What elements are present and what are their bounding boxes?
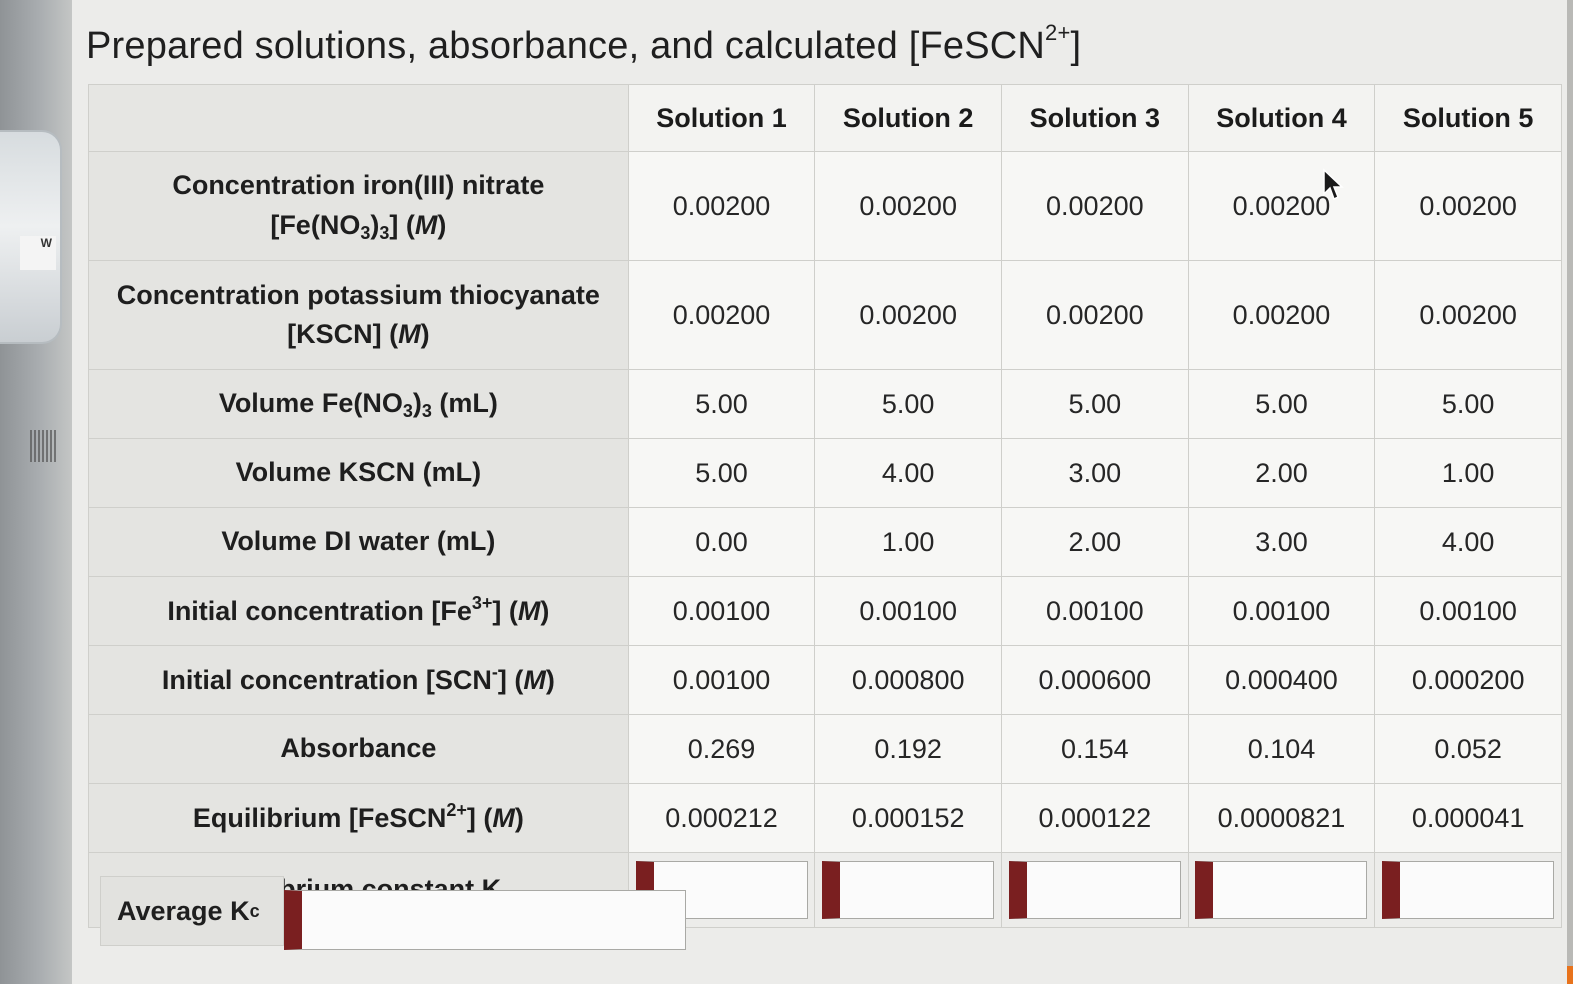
table-cell: 0.000600 [1001, 645, 1189, 715]
table-cell [1001, 852, 1189, 928]
table-cell: 0.000041 [1374, 783, 1562, 853]
table-row-absorbance: Absorbance 0.269 0.192 0.154 0.104 0.052 [88, 714, 1562, 784]
table-cell: 4.00 [1374, 507, 1562, 577]
table-cell: 0.00200 [1187, 151, 1376, 261]
kc-input-solution-5[interactable] [1382, 861, 1555, 919]
table-cell: 0.052 [1374, 714, 1562, 784]
table-cell: 0.00100 [627, 576, 816, 646]
table-cell [1374, 852, 1562, 928]
device-ticks [30, 430, 56, 462]
kc-input-solution-4[interactable] [1195, 861, 1368, 919]
table-cell: 0.00 [627, 507, 816, 577]
table-cell: 0.000122 [1001, 783, 1189, 853]
table-row-volume-fe-nitrate: Volume Fe(NO3)3 (mL) 5.00 5.00 5.00 5.00… [88, 369, 1562, 439]
table-cell: 0.00200 [1001, 260, 1189, 370]
table-cell: 0.000152 [814, 783, 1002, 853]
table-cell: 5.00 [627, 369, 816, 439]
table-cell: 0.00100 [814, 576, 1002, 646]
table-row-fe-nitrate-concentration: Concentration iron(III) nitrate [Fe(NO3)3… [88, 151, 1562, 261]
table-cell: 5.00 [1001, 369, 1189, 439]
column-header-solution-5: Solution 5 [1374, 84, 1562, 152]
table-cell: 0.00100 [1001, 576, 1189, 646]
solutions-data-table: Solution 1 Solution 2 Solution 3 Solutio… [88, 84, 1562, 928]
table-cell [814, 852, 1002, 928]
table-cell: 0.00100 [627, 645, 816, 715]
table-row-initial-fe3: Initial concentration [Fe3+] (M) 0.00100… [88, 576, 1562, 646]
table-cell: 5.00 [1374, 369, 1562, 439]
table-cell: 2.00 [1001, 507, 1189, 577]
row-label-volume-kscn: Volume KSCN (mL) [88, 438, 629, 508]
table-cell: 0.00100 [1187, 576, 1376, 646]
table-row-equilibrium-constant: Equilibrium constant Kc [88, 852, 1562, 928]
table-header-row: Solution 1 Solution 2 Solution 3 Solutio… [88, 84, 1562, 152]
table-cell: 0.00200 [1187, 260, 1376, 370]
table-cell: 3.00 [1187, 507, 1376, 577]
kc-input-solution-3[interactable] [1008, 861, 1181, 919]
right-edge-frame [1567, 0, 1573, 984]
table-cell [1187, 852, 1376, 928]
row-label-volume-fe-nitrate: Volume Fe(NO3)3 (mL) [88, 369, 629, 439]
table-cell: 0.00100 [1374, 576, 1562, 646]
table-row-kscn-concentration: Concentration potassium thiocyanate [KSCN… [88, 260, 1562, 370]
table-cell: 0.00200 [627, 260, 816, 370]
table-cell: 1.00 [1374, 438, 1562, 508]
table-cell: 0.00200 [814, 260, 1002, 370]
average-kc-input[interactable] [284, 890, 686, 950]
row-label-absorbance: Absorbance [88, 714, 629, 784]
table-row-volume-kscn: Volume KSCN (mL) 5.00 4.00 3.00 2.00 1.0… [88, 438, 1562, 508]
table-cell: 0.00200 [1001, 151, 1189, 261]
table-cell: 3.00 [1001, 438, 1189, 508]
table-cell: 0.154 [1001, 714, 1189, 784]
table-cell: 4.00 [814, 438, 1002, 508]
orange-edge-mark [1567, 966, 1573, 984]
row-label-volume-di-water: Volume DI water (mL) [88, 507, 629, 577]
table-cell: 5.00 [1187, 369, 1376, 439]
table-row-equilibrium-fescn: Equilibrium [FeSCN2+] (M) 0.000212 0.000… [88, 783, 1562, 853]
kc-input-solution-2[interactable] [822, 861, 995, 919]
table-cell: 0.00200 [814, 151, 1002, 261]
table-cell: 0.0000821 [1187, 783, 1376, 853]
row-label-initial-fe3: Initial concentration [Fe3+] (M) [88, 576, 629, 646]
photo-background-left: W [0, 0, 72, 984]
column-header-solution-4: Solution 4 [1187, 84, 1376, 152]
row-label-equilibrium-fescn: Equilibrium [FeSCN2+] (M) [88, 783, 629, 853]
table-cell: 0.00200 [1374, 151, 1562, 261]
table-cell: 0.000400 [1187, 645, 1376, 715]
table-cell: 0.00200 [627, 151, 816, 261]
table-cell: 0.00200 [1374, 260, 1562, 370]
table-row-initial-scn: Initial concentration [SCN-] (M) 0.00100… [88, 645, 1562, 715]
table-cell: 0.269 [627, 714, 816, 784]
page-title: Prepared solutions, absorbance, and calc… [86, 20, 1082, 67]
table-cell: 5.00 [627, 438, 816, 508]
mouse-pointer-icon [1323, 168, 1344, 201]
table-row-volume-di-water: Volume DI water (mL) 0.00 1.00 2.00 3.00… [88, 507, 1562, 577]
row-label-initial-scn: Initial concentration [SCN-] (M) [88, 645, 629, 715]
beaker-label-mark: W [20, 236, 56, 270]
table-cell: 5.00 [814, 369, 1002, 439]
column-header-solution-3: Solution 3 [1001, 84, 1189, 152]
table-cell: 2.00 [1187, 438, 1376, 508]
row-label-kscn-concentration: Concentration potassium thiocyanate [KSCN… [88, 260, 629, 370]
table-cell: 0.104 [1187, 714, 1376, 784]
table-cell: 1.00 [814, 507, 1002, 577]
row-label-fe-nitrate-concentration: Concentration iron(III) nitrate [Fe(NO3)3… [88, 151, 629, 261]
table-cell: 0.000212 [627, 783, 816, 853]
column-header-solution-2: Solution 2 [814, 84, 1002, 152]
column-header-solution-1: Solution 1 [627, 84, 816, 152]
table-cell: 0.000800 [814, 645, 1002, 715]
table-cell: 0.000200 [1374, 645, 1562, 715]
worksheet-screen: Prepared solutions, absorbance, and calc… [72, 0, 1568, 984]
table-cell: 0.192 [814, 714, 1002, 784]
table-corner-cell [88, 84, 629, 152]
